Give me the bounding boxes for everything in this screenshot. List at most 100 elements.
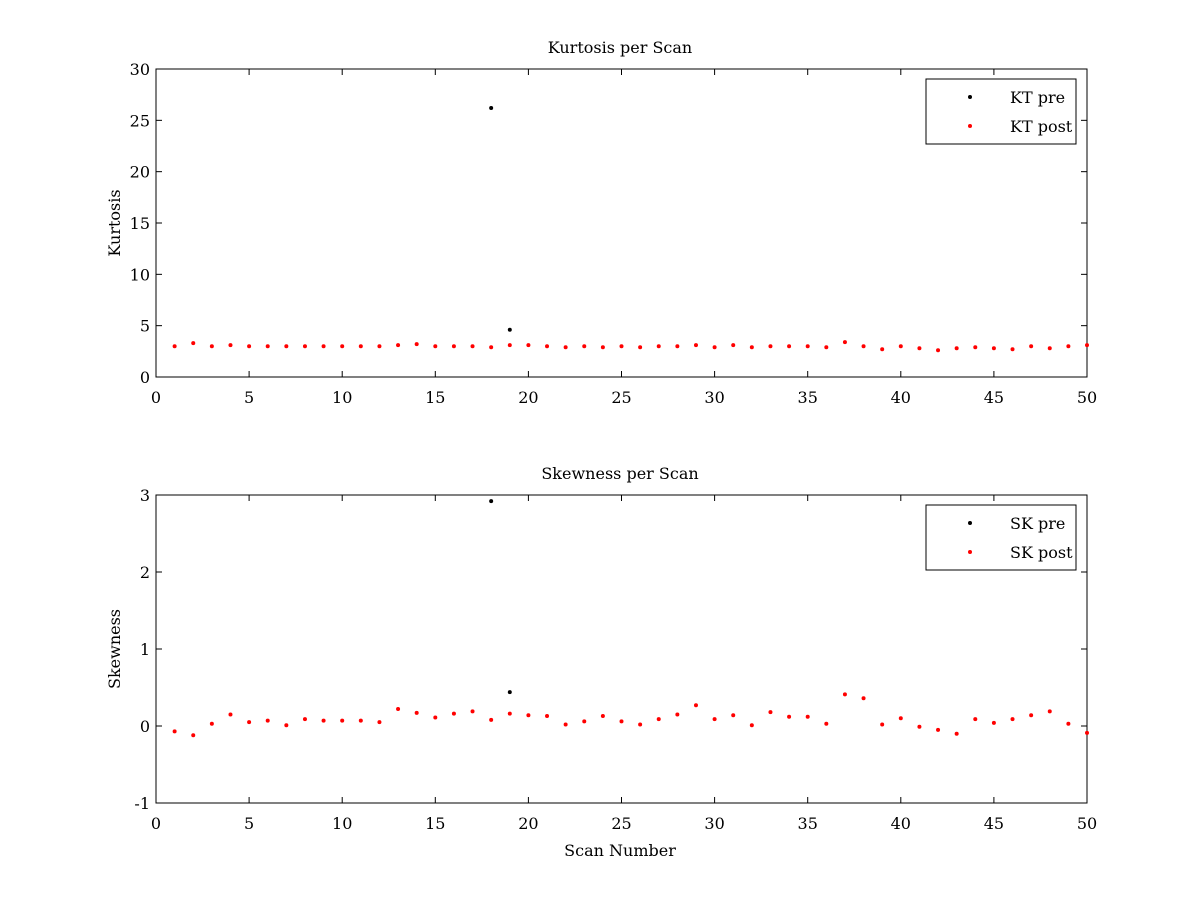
skewness-legend-label-post: SK post — [1010, 543, 1073, 562]
kurtosis-y-axis-label: Kurtosis — [105, 189, 124, 256]
skewness-post-point — [842, 692, 847, 697]
skewness-x-tick-label: 0 — [151, 814, 161, 833]
kurtosis-legend-label-pre: KT pre — [1010, 88, 1065, 107]
kurtosis-post-point — [340, 344, 345, 349]
skewness-post-point — [265, 718, 270, 723]
kurtosis-post-point — [880, 347, 885, 352]
kurtosis-post-point — [247, 344, 252, 349]
kurtosis-post-point — [749, 345, 754, 350]
skewness-post-point — [209, 721, 214, 726]
skewness-post-point — [563, 722, 568, 727]
kurtosis-y-tick-label: 5 — [140, 317, 150, 336]
skewness-legend-marker-post — [968, 550, 972, 554]
kurtosis-x-tick-label: 0 — [151, 388, 161, 407]
skewness-post-point — [582, 719, 587, 724]
kurtosis-post-point — [545, 344, 550, 349]
skewness-post-point — [954, 731, 959, 736]
skewness-post-point — [507, 711, 512, 716]
skewness-post-point — [805, 714, 810, 719]
skewness-post-point — [321, 718, 326, 723]
skewness-post-point — [787, 714, 792, 719]
skewness-post-point — [824, 721, 829, 726]
kurtosis-post-point — [991, 346, 996, 351]
skewness-post-point — [172, 729, 177, 734]
skewness-post-point — [1010, 717, 1015, 722]
skewness-post-point — [470, 709, 475, 714]
kurtosis-post-point — [414, 342, 419, 347]
kurtosis-post-point — [377, 344, 382, 349]
skewness-post-point — [489, 717, 494, 722]
kurtosis-post-point — [1010, 347, 1015, 352]
kurtosis-post-point — [1066, 344, 1071, 349]
skewness-x-tick-label: 30 — [704, 814, 724, 833]
skewness-post-point — [936, 727, 941, 732]
kurtosis-x-tick-label: 40 — [891, 388, 911, 407]
kurtosis-post-point — [675, 344, 680, 349]
kurtosis-x-tick-label: 50 — [1077, 388, 1097, 407]
skewness-post-point — [340, 718, 345, 723]
skewness-post-point — [451, 711, 456, 716]
kurtosis-post-point — [582, 344, 587, 349]
kurtosis-legend-marker-post — [968, 124, 972, 128]
kurtosis-post-point — [172, 344, 177, 349]
skewness-post-point — [433, 715, 438, 720]
skewness-legend: SK pre SK post — [925, 504, 1077, 571]
kurtosis-post-point — [1085, 343, 1089, 348]
skewness-y-tick-label: 2 — [140, 563, 150, 582]
skewness-pre-point — [489, 499, 494, 504]
skewness-legend-box — [925, 504, 1077, 571]
skewness-post-point — [302, 717, 307, 722]
skewness-x-tick-label: 35 — [798, 814, 818, 833]
skewness-post-point — [191, 733, 196, 738]
kurtosis-post-point — [209, 344, 214, 349]
skewness-post-point — [693, 703, 698, 708]
kurtosis-post-point — [731, 343, 736, 348]
kurtosis-y-tick-label: 10 — [130, 265, 150, 284]
skewness-x-tick-label: 20 — [518, 814, 538, 833]
kurtosis-post-point — [321, 344, 326, 349]
kurtosis-pre-point — [489, 106, 494, 111]
skewness-x-axis-label: Scan Number — [564, 841, 676, 860]
skewness-y-tick-label: 0 — [140, 717, 150, 736]
kurtosis-post-point — [489, 345, 494, 350]
kurtosis-post-point — [842, 340, 847, 345]
skewness-post-point — [656, 717, 661, 722]
kurtosis-post-point — [768, 344, 773, 349]
skewness-y-tick-label: 3 — [140, 486, 150, 505]
kurtosis-post-point — [693, 343, 698, 348]
skewness-legend-marker-pre — [968, 521, 972, 525]
skewness-x-tick-label: 25 — [611, 814, 631, 833]
skewness-post-point — [600, 713, 605, 718]
kurtosis-post-point — [470, 344, 475, 349]
skewness-post-point — [675, 712, 680, 717]
skewness-post-point — [1047, 709, 1052, 714]
skewness-post-point — [247, 720, 252, 725]
skewness-post-point — [619, 719, 624, 724]
kurtosis-x-tick-label: 15 — [425, 388, 445, 407]
skewness-x-tick-label: 10 — [332, 814, 352, 833]
skewness-x-tick-label: 15 — [425, 814, 445, 833]
kurtosis-post-point — [917, 346, 922, 351]
skewness-legend-label-pre: SK pre — [1010, 514, 1065, 533]
skewness-post-point — [1085, 730, 1089, 735]
kurtosis-post-point — [1047, 346, 1052, 351]
kurtosis-post-point — [805, 344, 810, 349]
skewness-post-point — [1066, 721, 1071, 726]
skewness-post-point — [414, 710, 419, 715]
kurtosis-x-tick-label: 35 — [798, 388, 818, 407]
skewness-post-point — [396, 707, 401, 712]
kurtosis-post-point — [284, 344, 289, 349]
kurtosis-x-tick-label: 20 — [518, 388, 538, 407]
kurtosis-chart-title: Kurtosis per Scan — [548, 38, 692, 57]
skewness-post-point — [358, 718, 363, 723]
kurtosis-post-point — [451, 344, 456, 349]
skewness-post-point — [228, 712, 233, 717]
skewness-chart-title: Skewness per Scan — [541, 464, 698, 483]
kurtosis-x-tick-label: 5 — [244, 388, 254, 407]
kurtosis-x-tick-label: 10 — [332, 388, 352, 407]
skewness-pre-point — [507, 690, 512, 695]
skewness-post-point — [880, 722, 885, 727]
skewness-post-point — [284, 723, 289, 728]
skewness-post-point — [749, 723, 754, 728]
